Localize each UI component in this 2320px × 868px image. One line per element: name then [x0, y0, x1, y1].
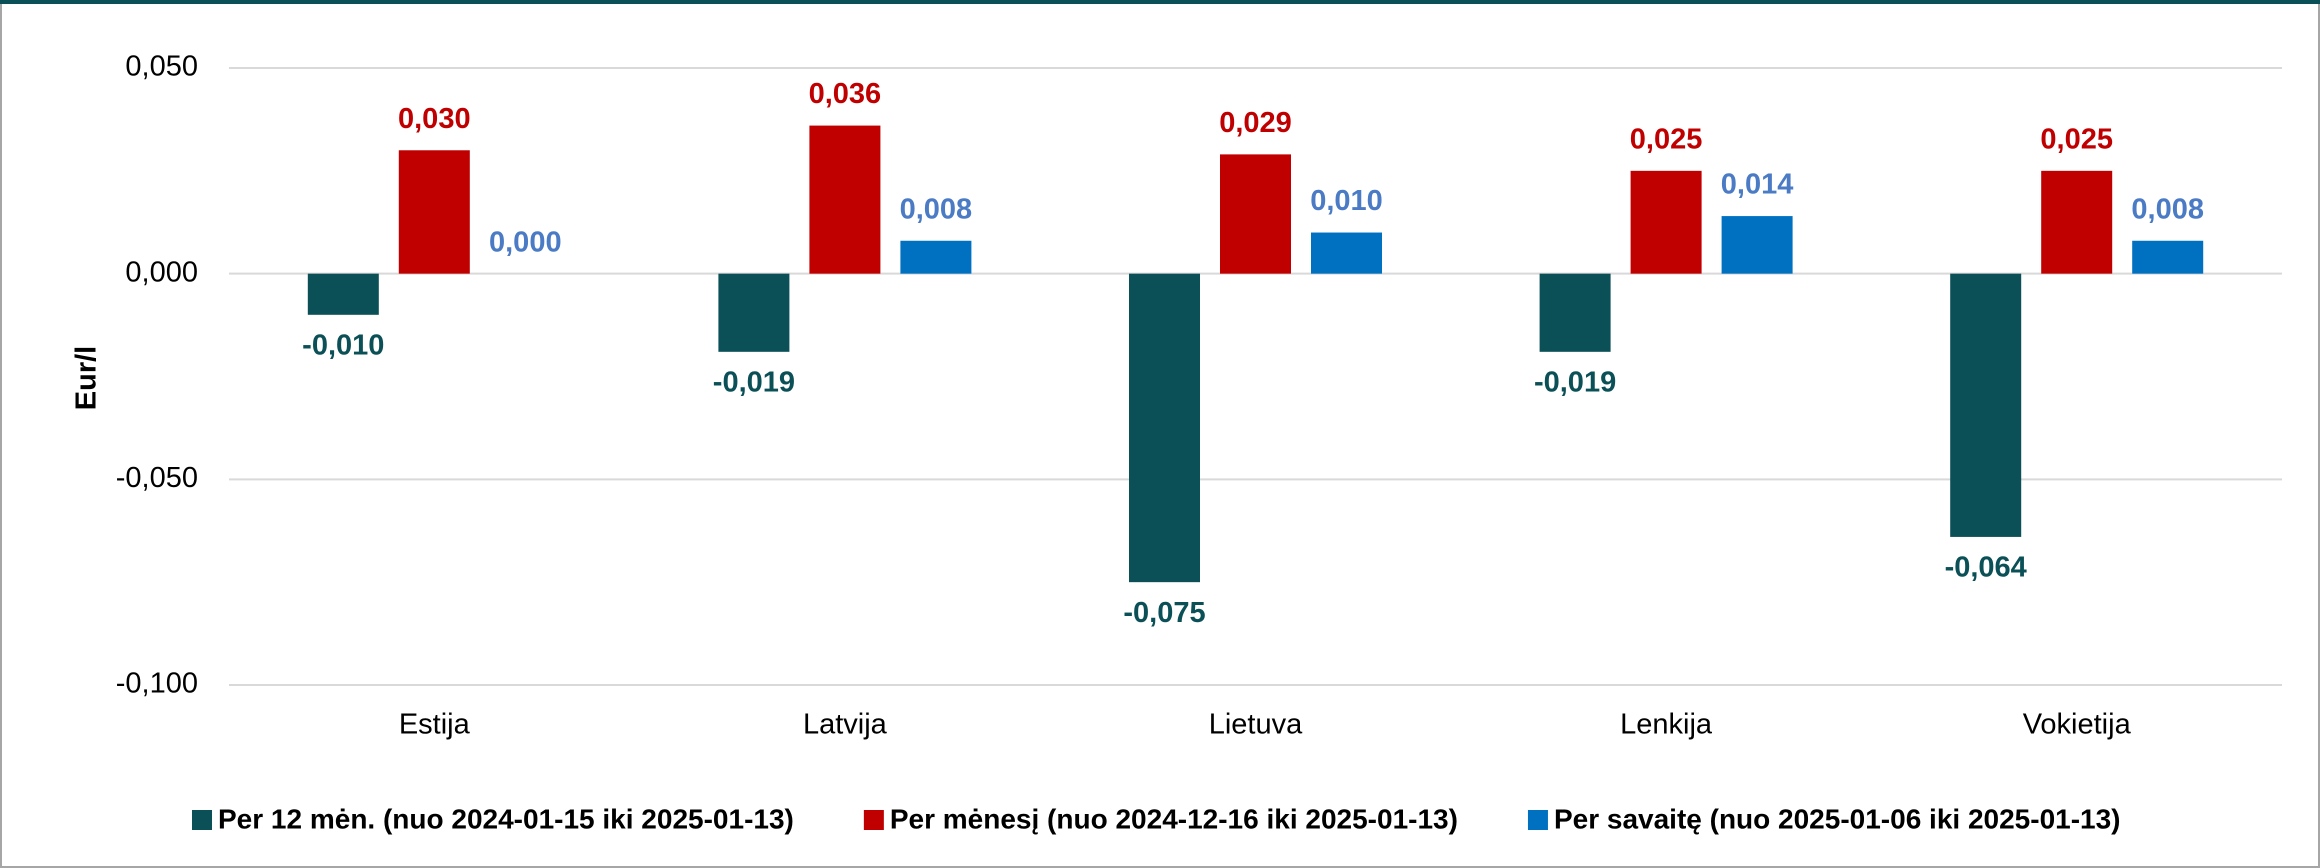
bar	[1129, 273, 1200, 583]
data-label: 0,030	[398, 103, 471, 135]
bar	[1721, 216, 1793, 274]
data-label: 0,010	[1310, 185, 1383, 217]
bar	[398, 150, 470, 274]
data-label: 0,036	[809, 78, 882, 110]
data-label: 0,008	[2131, 193, 2204, 225]
bar	[718, 273, 790, 352]
legend-label: Per 12 mėn. (nuo 2024-01-15 iki 2025-01-…	[218, 803, 794, 834]
data-label: 0,025	[2040, 123, 2113, 155]
y-tick-label: -0,050	[116, 462, 198, 494]
data-label: -0,019	[1534, 366, 1616, 398]
top-band	[0, 0, 2320, 4]
x-tick-label: Lietuva	[1209, 709, 1303, 741]
bar	[307, 273, 379, 315]
data-label: -0,010	[302, 329, 384, 361]
y-tick-label: -0,100	[116, 668, 198, 700]
bar	[1539, 273, 1611, 352]
x-tick-label: Latvija	[803, 709, 888, 741]
data-label: 0,000	[489, 226, 562, 258]
legend-swatch	[863, 810, 884, 830]
bar	[900, 240, 972, 274]
bar	[809, 125, 881, 274]
bar	[1950, 273, 2022, 537]
legend-label: Per savaitę (nuo 2025-01-06 iki 2025-01-…	[1554, 803, 2121, 834]
data-label: 0,014	[1721, 169, 1794, 201]
data-label: 0,025	[1630, 123, 1703, 155]
bar	[2132, 240, 2204, 274]
legend-swatch	[1527, 810, 1548, 830]
data-label: 0,008	[900, 193, 973, 225]
bar	[1311, 232, 1382, 274]
x-tick-label: Lenkija	[1620, 709, 1713, 741]
legend-swatch	[192, 810, 212, 830]
data-label: -0,075	[1123, 597, 1205, 629]
bar	[2041, 170, 2113, 274]
bar	[1220, 154, 1291, 274]
data-label: -0,019	[713, 366, 795, 398]
data-label: 0,029	[1219, 107, 1292, 139]
y-tick-label: 0,000	[125, 256, 198, 288]
x-tick-label: Vokietija	[2023, 709, 2132, 741]
bar	[1630, 170, 1702, 274]
y-tick-label: 0,050	[125, 51, 198, 83]
x-tick-label: Estija	[399, 709, 471, 741]
data-label: -0,064	[1945, 552, 2027, 584]
legend-label: Per mėnesį (nuo 2024-12-16 iki 2025-01-1…	[890, 803, 1458, 834]
y-axis-label: Eur/l	[71, 346, 103, 410]
